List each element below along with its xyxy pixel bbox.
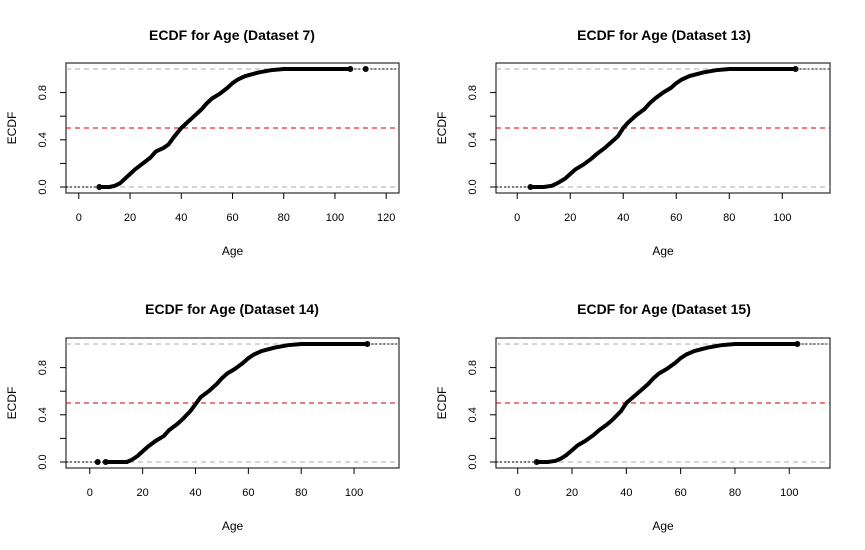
x-tick-label: 40 xyxy=(175,212,187,224)
x-tick-label: 0 xyxy=(514,212,520,224)
y-tick-label: 0.0 xyxy=(37,179,49,194)
x-tick-label: 100 xyxy=(780,487,798,499)
y-tick-label: 0.0 xyxy=(37,454,49,469)
y-tick-label: 0.4 xyxy=(37,132,49,147)
y-axis-label: ECDF xyxy=(435,112,449,145)
x-tick-label: 60 xyxy=(675,487,687,499)
x-tick-label: 80 xyxy=(729,487,741,499)
ecdf-outlier-point xyxy=(94,459,101,465)
x-tick-label: 60 xyxy=(226,212,238,224)
x-tick-label: 0 xyxy=(87,487,93,499)
ecdf-line-0 xyxy=(534,342,800,464)
ecdf-panel-1: ECDF for Age (Dataset 7) 0 20 40 60 80 100 120 0… xyxy=(5,27,400,258)
y-tick-label: 0.8 xyxy=(467,85,479,100)
x-axis-label: Age xyxy=(652,519,674,533)
x-tick-label: 60 xyxy=(242,487,254,499)
ecdf-start-point xyxy=(96,184,103,190)
y-tick-label: 0.8 xyxy=(467,360,479,375)
ecdf-outlier-point xyxy=(362,66,369,72)
x-tick-label: 40 xyxy=(189,487,201,499)
y-tick-label: 0.4 xyxy=(467,407,479,422)
ecdf-line-0 xyxy=(103,342,370,464)
x-axis-label: Age xyxy=(222,519,244,533)
chart-title: ECDF for Age (Dataset 7) xyxy=(149,27,315,43)
ecdf-end-point xyxy=(347,66,354,72)
y-tick-label: 0.4 xyxy=(37,407,49,422)
x-axis-label: Age xyxy=(222,244,244,258)
y-axis-label: ECDF xyxy=(435,387,449,420)
x-tick-label: 100 xyxy=(345,487,363,499)
x-tick-label: 20 xyxy=(137,487,149,499)
y-axis-label: ECDF xyxy=(5,112,19,145)
ecdf-start-point xyxy=(533,459,540,465)
x-tick-label: 40 xyxy=(617,212,629,224)
ecdf-panel-3: ECDF for Age (Dataset 14) 0 20 40 60 80 100 0.0… xyxy=(5,301,400,533)
y-axis-label: ECDF xyxy=(5,387,19,420)
x-tick-label: 100 xyxy=(326,212,344,224)
chart-title: ECDF for Age (Dataset 13) xyxy=(577,27,751,43)
ecdf-end-point xyxy=(364,341,371,347)
ecdf-end-point xyxy=(792,66,799,72)
ecdf-line-0 xyxy=(528,67,798,189)
x-tick-label: 20 xyxy=(124,212,136,224)
ecdf-end-point xyxy=(794,341,801,347)
x-axis-label: Age xyxy=(652,244,674,258)
y-tick-label: 0.0 xyxy=(467,454,479,469)
x-tick-label: 100 xyxy=(773,212,791,224)
x-tick-label: 80 xyxy=(723,212,735,224)
ecdf-start-point xyxy=(527,184,534,190)
ecdf-panel-4: ECDF for Age (Dataset 15) 0 20 40 60 80 100 0.0… xyxy=(435,301,831,533)
x-tick-label: 40 xyxy=(620,487,632,499)
x-tick-label: 20 xyxy=(564,212,576,224)
x-tick-label: 120 xyxy=(377,212,395,224)
x-tick-label: 80 xyxy=(295,487,307,499)
y-tick-label: 0.8 xyxy=(37,360,49,375)
chart-title: ECDF for Age (Dataset 15) xyxy=(577,301,751,317)
x-tick-label: 60 xyxy=(670,212,682,224)
y-tick-label: 0.4 xyxy=(467,132,479,147)
chart-title: ECDF for Age (Dataset 14) xyxy=(145,301,319,317)
x-tick-label: 0 xyxy=(515,487,521,499)
y-tick-label: 0.0 xyxy=(467,179,479,194)
ecdf-panel-2: ECDF for Age (Dataset 13) 0 20 40 60 80 100 0.0… xyxy=(435,27,831,258)
ecdf-line-0 xyxy=(97,67,353,189)
x-tick-label: 80 xyxy=(278,212,290,224)
x-tick-label: 0 xyxy=(76,212,82,224)
x-tick-label: 20 xyxy=(566,487,578,499)
y-tick-label: 0.8 xyxy=(37,85,49,100)
